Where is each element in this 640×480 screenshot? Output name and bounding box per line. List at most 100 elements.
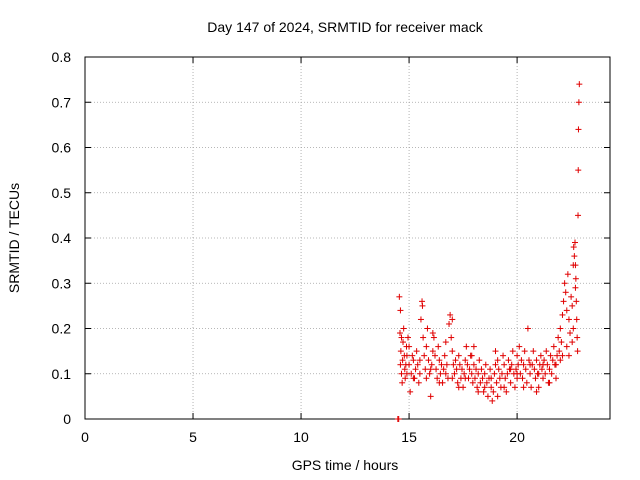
data-point [514,352,521,359]
data-point [492,361,499,368]
data-point [538,366,545,373]
data-point [484,393,491,400]
data-point [575,99,582,106]
data-point [548,370,555,377]
data-point [406,361,413,368]
data-point [565,316,572,323]
data-point [449,316,456,323]
x-tick-label: 5 [189,429,197,445]
data-point [568,293,575,300]
data-point [424,325,431,332]
data-point [511,384,518,391]
axis-ticks [84,56,610,420]
data-point [449,375,456,382]
data-point [414,361,421,368]
data-point [437,370,444,377]
data-point [513,366,520,373]
data-point [502,375,509,382]
x-tick-label: 0 [81,429,89,445]
y-tick-label: 0.8 [52,49,72,65]
data-point [399,357,406,364]
data-point [468,370,475,377]
data-point [406,343,413,350]
x-tick-labels: 0 5 10 15 20 [81,429,525,445]
data-point [397,348,404,355]
data-point [490,388,497,395]
data-point [489,397,496,404]
data-point [535,384,542,391]
data-point [549,357,556,364]
data-point [494,357,501,364]
data-point [413,348,420,355]
data-point [520,361,527,368]
data-point [410,375,417,382]
data-point [422,366,429,373]
data-point [561,280,568,287]
data-point [423,343,430,350]
data-point [434,375,441,382]
data-point [432,352,438,359]
data-point [573,316,580,323]
data-point [491,370,498,377]
data-point [415,379,422,386]
data-point [429,330,436,337]
data-point [563,343,570,350]
data-point [556,348,563,355]
data-point [471,375,478,382]
data-point [475,388,482,395]
data-point [464,361,471,368]
data-point [454,379,461,386]
data-point [470,343,477,350]
data-point [436,379,443,386]
data-point [475,370,482,377]
data-point [404,334,411,341]
data-point [493,379,500,386]
data-point [409,352,416,359]
data-point [562,289,569,296]
data-point [477,379,484,386]
y-axis-label: SRMTID / TECUs [6,183,22,293]
data-point [571,253,578,260]
data-point [504,370,511,377]
data-point [507,379,514,386]
data-point [550,343,557,350]
data-point [495,366,502,373]
data-point [492,348,499,355]
data-point [436,357,443,364]
data-point [481,370,488,377]
data-point [482,361,489,368]
data-point [435,343,442,350]
data-point [487,366,494,373]
data-point [575,212,582,219]
data-point [567,330,574,337]
data-point [450,361,457,368]
data-point [474,384,481,391]
grid-lines [85,57,610,419]
data-point [546,379,553,386]
data-point [408,370,415,377]
data-point [509,348,516,355]
data-point [455,384,462,391]
data-point [417,316,424,323]
data-point [514,370,521,377]
data-point [407,388,414,395]
data-point [468,352,475,359]
data-point [421,352,428,359]
data-point [557,357,564,364]
data-point [453,366,460,373]
y-tick-label: 0 [63,411,71,427]
data-point [459,366,466,373]
data-point [520,384,527,391]
data-point [559,352,566,359]
data-point [528,384,535,391]
y-tick-label: 0.7 [52,94,72,110]
data-point [552,361,559,368]
data-point [543,348,550,355]
data-point [535,370,542,377]
data-point [433,366,440,373]
data-point [531,366,538,373]
data-point [428,361,435,368]
data-point [525,357,532,364]
data-point [503,388,510,395]
